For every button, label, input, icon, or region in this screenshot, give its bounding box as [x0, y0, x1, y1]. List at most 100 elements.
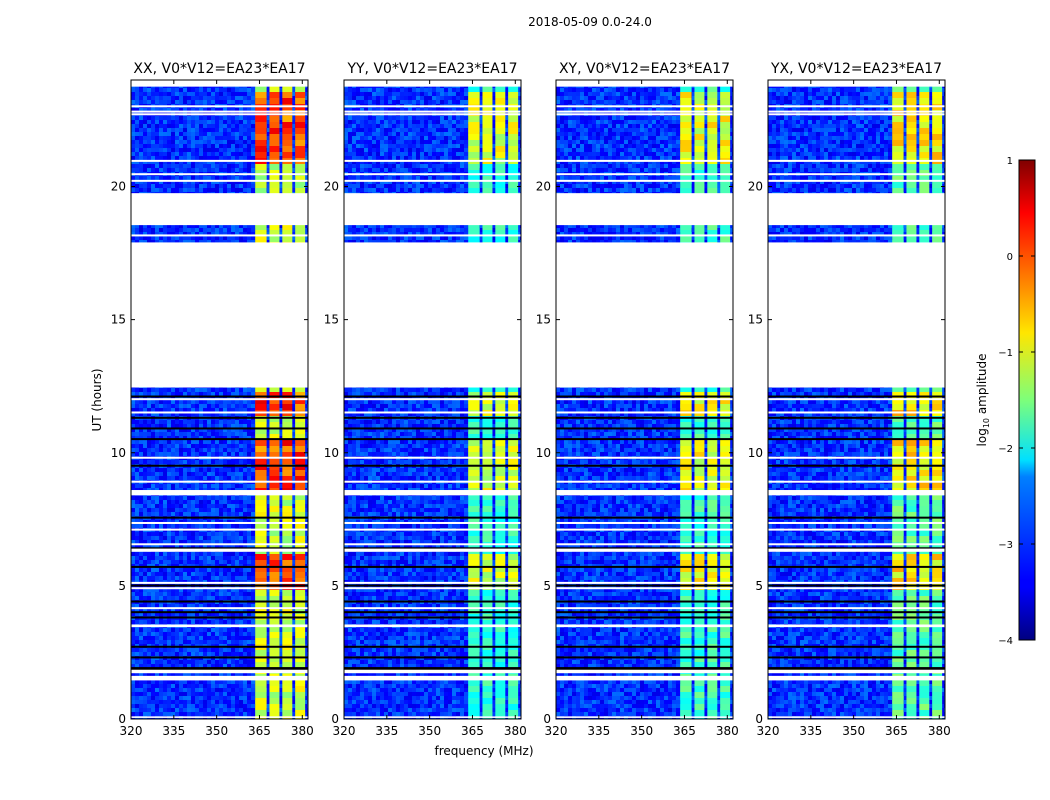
heatmap-cell: [267, 144, 271, 148]
heatmap-cell: [203, 180, 207, 184]
heatmap-cell: [147, 152, 151, 156]
heatmap-cell: [199, 224, 203, 228]
heatmap-cell: [163, 408, 167, 412]
heatmap-cell: [167, 388, 171, 392]
heatmap-cell: [151, 168, 155, 172]
heatmap-cell: [239, 496, 243, 500]
heatmap-cell: [143, 420, 147, 424]
heatmap-cell: [155, 136, 159, 140]
heatmap-cell: [163, 144, 167, 148]
heatmap-cell: [187, 96, 191, 100]
heatmap-cell: [167, 132, 171, 136]
heatmap-cell: [135, 92, 139, 96]
heatmap-cell: [131, 460, 135, 464]
heatmap-cell: [131, 176, 135, 180]
heatmap-cell: [207, 100, 211, 104]
heatmap-cell: [231, 140, 235, 144]
heatmap-cell: [291, 88, 295, 92]
heatmap-cell: [187, 388, 191, 392]
heatmap-cell: [175, 100, 179, 104]
heatmap-cell: [151, 472, 155, 476]
heatmap-cell: [207, 508, 211, 512]
heatmap-cell: [131, 432, 135, 436]
heatmap-cell: [203, 88, 207, 92]
heatmap-cell: [219, 108, 223, 112]
heatmap-cell: [207, 404, 211, 408]
heatmap-cell: [223, 136, 227, 140]
heatmap-cell: [147, 100, 151, 104]
heatmap-cell: [183, 468, 187, 472]
heatmap-cell: [231, 452, 235, 456]
heatmap-cell: [235, 500, 239, 504]
heatmap-cell: [191, 144, 195, 148]
heatmap-cell: [291, 440, 295, 444]
heatmap-cell: [195, 88, 199, 92]
heatmap-cell: [179, 148, 183, 152]
heatmap-cell: [143, 128, 147, 132]
heatmap-cell: [159, 108, 163, 112]
heatmap-cell: [163, 176, 167, 180]
heatmap-cell: [279, 504, 283, 508]
heatmap-cell: [179, 424, 183, 428]
heatmap-cell: [171, 484, 175, 488]
heatmap-cell: [247, 228, 251, 232]
heatmap-cell: [191, 512, 195, 516]
heatmap-cell: [199, 428, 203, 432]
heatmap-cell: [171, 168, 175, 172]
heatmap-cell: [191, 500, 195, 504]
heatmap-cell: [131, 508, 135, 512]
heatmap-cell: [223, 156, 227, 160]
heatmap-cell: [139, 420, 143, 424]
heatmap-cell: [135, 468, 139, 472]
heatmap-cell: [159, 420, 163, 424]
heatmap-cell: [183, 404, 187, 408]
heatmap-cell: [191, 484, 195, 488]
heatmap-cell: [203, 448, 207, 452]
heatmap-cell: [155, 460, 159, 464]
heatmap-cell: [147, 476, 151, 480]
heatmap-cell: [163, 100, 167, 104]
heatmap-cell: [227, 240, 231, 244]
heatmap-cell: [239, 420, 243, 424]
heatmap-cell: [243, 144, 247, 148]
heatmap-cell: [183, 108, 187, 112]
heatmap-cell: [211, 136, 215, 140]
heatmap-cell: [135, 448, 139, 452]
heatmap-cell: [143, 436, 147, 440]
heatmap-cell: [179, 92, 183, 96]
heatmap-cell: [135, 512, 139, 516]
heatmap-cell: [183, 188, 187, 192]
heatmap-cell: [199, 236, 203, 240]
heatmap-cell: [267, 120, 271, 124]
heatmap-cell: [239, 488, 243, 492]
heatmap-cell: [243, 88, 247, 92]
heatmap-cell: [159, 116, 163, 120]
heatmap-cell: [223, 512, 227, 516]
heatmap-cell: [135, 224, 139, 228]
heatmap-cell: [151, 100, 155, 104]
heatmap-cell: [203, 184, 207, 188]
heatmap-cell: [211, 88, 215, 92]
heatmap-cell: [231, 124, 235, 128]
heatmap-cell: [191, 160, 195, 164]
heatmap-cell: [191, 128, 195, 132]
heatmap-cell: [183, 472, 187, 476]
heatmap-cell: [171, 412, 175, 416]
heatmap-cell: [163, 436, 167, 440]
heatmap-cell: [207, 160, 211, 164]
heatmap-cell: [243, 128, 247, 132]
heatmap-cell: [159, 476, 163, 480]
heatmap-cell: [267, 400, 271, 404]
heatmap-cell: [207, 448, 211, 452]
heatmap-cell: [199, 160, 203, 164]
heatmap-cell: [135, 156, 139, 160]
heatmap-cell: [179, 504, 183, 508]
heatmap-cell: [151, 512, 155, 516]
heatmap-cell: [219, 128, 223, 132]
heatmap-cell: [147, 412, 151, 416]
heatmap-cell: [187, 124, 191, 128]
heatmap-cell: [203, 168, 207, 172]
heatmap-cell: [191, 124, 195, 128]
heatmap-cell: [199, 512, 203, 516]
heatmap-cell: [195, 184, 199, 188]
